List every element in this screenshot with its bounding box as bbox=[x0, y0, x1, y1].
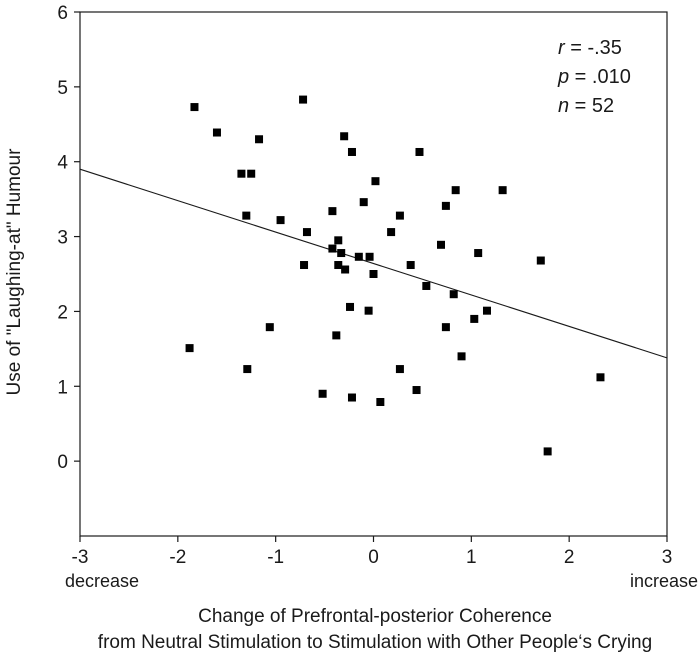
y-tick-label: 6 bbox=[57, 3, 68, 24]
x-tick-label: 1 bbox=[466, 547, 477, 568]
x-axis-title-line1: Change of Prefrontal-posterior Coherence bbox=[198, 606, 552, 627]
data-point bbox=[457, 352, 466, 361]
y-axis-title: Use of "Laughing-at" Humour bbox=[4, 148, 25, 396]
data-point bbox=[441, 201, 450, 210]
data-point bbox=[498, 186, 507, 195]
data-point bbox=[354, 252, 363, 261]
y-tick-label: 5 bbox=[57, 78, 68, 99]
data-point bbox=[334, 261, 343, 270]
x-tick-label: 3 bbox=[662, 547, 673, 568]
data-point bbox=[243, 365, 252, 374]
data-point bbox=[437, 240, 446, 249]
y-tick-label: 4 bbox=[57, 153, 68, 174]
x-tick-label: -3 bbox=[72, 547, 89, 568]
data-point bbox=[299, 95, 308, 104]
data-point bbox=[318, 389, 327, 398]
data-point bbox=[337, 249, 346, 258]
data-point bbox=[346, 302, 355, 311]
data-point bbox=[543, 447, 552, 456]
data-point bbox=[376, 398, 385, 407]
y-tick-label: 2 bbox=[57, 302, 68, 323]
data-point bbox=[347, 393, 356, 402]
data-point bbox=[328, 207, 337, 216]
stats-p: p = .010 bbox=[557, 66, 631, 88]
data-point bbox=[212, 128, 221, 137]
data-point bbox=[359, 198, 368, 207]
x-tick-label: 2 bbox=[564, 547, 575, 568]
stats-n: n = 52 bbox=[558, 95, 614, 117]
x-tick-label: 0 bbox=[368, 547, 379, 568]
data-point bbox=[334, 236, 343, 245]
tick-group: -3 -2 -1 0 1 2 3 0 1 2 3 4 5 6 bbox=[57, 3, 672, 568]
data-point bbox=[387, 228, 396, 237]
data-point bbox=[395, 365, 404, 374]
data-point bbox=[474, 249, 483, 258]
data-point bbox=[449, 290, 458, 299]
data-point bbox=[364, 306, 373, 315]
x-end-label-decrease: decrease bbox=[65, 571, 139, 591]
data-point bbox=[190, 103, 199, 112]
data-point bbox=[302, 228, 311, 237]
stats-r: r = -.35 bbox=[558, 37, 622, 59]
y-tick-label: 3 bbox=[57, 228, 68, 249]
data-point bbox=[242, 211, 251, 220]
data-point bbox=[451, 186, 460, 195]
data-point bbox=[332, 331, 341, 340]
data-point bbox=[255, 135, 264, 144]
data-point bbox=[265, 323, 274, 332]
data-point bbox=[247, 169, 256, 178]
data-point bbox=[340, 132, 349, 141]
data-point bbox=[422, 281, 431, 290]
data-point bbox=[300, 261, 309, 270]
data-point bbox=[412, 386, 421, 395]
data-point bbox=[371, 177, 380, 186]
data-point bbox=[415, 147, 424, 156]
data-point bbox=[596, 373, 605, 382]
x-tick-label: -2 bbox=[169, 547, 186, 568]
data-point bbox=[185, 344, 194, 353]
x-tick-label: -1 bbox=[267, 547, 284, 568]
data-point bbox=[341, 265, 350, 274]
data-point bbox=[406, 261, 415, 270]
data-point bbox=[441, 323, 450, 332]
data-point bbox=[536, 256, 545, 265]
regression-line bbox=[79, 168, 668, 359]
x-axis-title-line2: from Neutral Stimulation to Stimulation … bbox=[98, 632, 652, 653]
data-point bbox=[369, 270, 378, 278]
data-point bbox=[365, 252, 374, 261]
data-point bbox=[237, 169, 246, 178]
data-point bbox=[347, 147, 356, 156]
data-point bbox=[328, 244, 337, 253]
x-end-label-increase: increase bbox=[630, 571, 698, 591]
data-point bbox=[276, 216, 285, 225]
y-tick-label: 0 bbox=[57, 452, 68, 473]
data-point bbox=[395, 211, 404, 220]
data-point bbox=[470, 314, 479, 323]
data-point bbox=[482, 306, 491, 315]
data-points bbox=[185, 95, 605, 456]
y-tick-label: 1 bbox=[57, 377, 68, 398]
